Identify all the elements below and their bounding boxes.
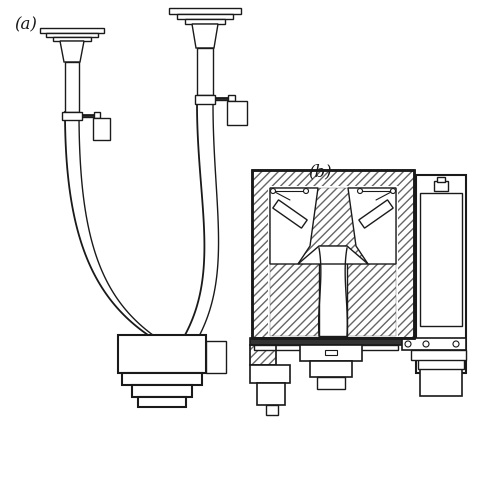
Bar — [250, 345, 276, 365]
Polygon shape — [273, 200, 307, 228]
Bar — [266, 405, 278, 415]
Bar — [434, 181, 448, 191]
Circle shape — [358, 188, 363, 194]
Bar — [325, 350, 337, 355]
Polygon shape — [93, 118, 110, 140]
Bar — [252, 170, 414, 338]
Polygon shape — [192, 24, 218, 48]
Bar — [310, 361, 352, 377]
Bar — [252, 170, 414, 338]
Text: (a): (a) — [14, 16, 37, 33]
Polygon shape — [169, 8, 241, 14]
Bar — [257, 383, 285, 405]
Bar — [454, 347, 461, 352]
Bar — [250, 365, 290, 383]
Bar — [317, 377, 345, 389]
Bar — [250, 338, 414, 345]
Bar — [250, 345, 276, 365]
Bar — [268, 186, 398, 338]
Bar — [420, 193, 462, 326]
Polygon shape — [40, 28, 104, 33]
Polygon shape — [359, 200, 393, 228]
Circle shape — [405, 341, 411, 347]
Bar — [420, 368, 462, 396]
Polygon shape — [298, 246, 368, 264]
Polygon shape — [197, 48, 213, 95]
Bar — [252, 170, 414, 338]
Bar — [195, 95, 215, 104]
Polygon shape — [177, 14, 233, 19]
Polygon shape — [228, 95, 235, 101]
Bar — [206, 341, 226, 373]
Bar — [118, 335, 206, 373]
Circle shape — [303, 188, 309, 194]
Bar — [270, 188, 396, 336]
Bar — [132, 385, 192, 397]
Bar — [254, 345, 398, 350]
Bar — [138, 397, 186, 407]
Polygon shape — [46, 33, 98, 37]
Circle shape — [453, 341, 459, 347]
Bar — [416, 175, 466, 373]
Polygon shape — [53, 37, 91, 41]
Bar — [421, 347, 428, 352]
Polygon shape — [185, 19, 225, 24]
Bar — [418, 341, 464, 369]
Polygon shape — [227, 101, 247, 125]
Circle shape — [423, 341, 429, 347]
Bar — [411, 350, 466, 360]
Text: (b): (b) — [308, 163, 331, 180]
Bar — [437, 177, 445, 182]
Circle shape — [271, 188, 276, 194]
Bar — [62, 112, 82, 120]
Bar — [300, 345, 362, 361]
Polygon shape — [348, 188, 396, 264]
Polygon shape — [65, 62, 79, 112]
Polygon shape — [94, 112, 100, 118]
Polygon shape — [270, 188, 318, 264]
Polygon shape — [60, 41, 84, 62]
Bar — [122, 373, 202, 385]
Circle shape — [390, 188, 396, 194]
Bar — [402, 338, 466, 350]
Polygon shape — [319, 246, 347, 336]
